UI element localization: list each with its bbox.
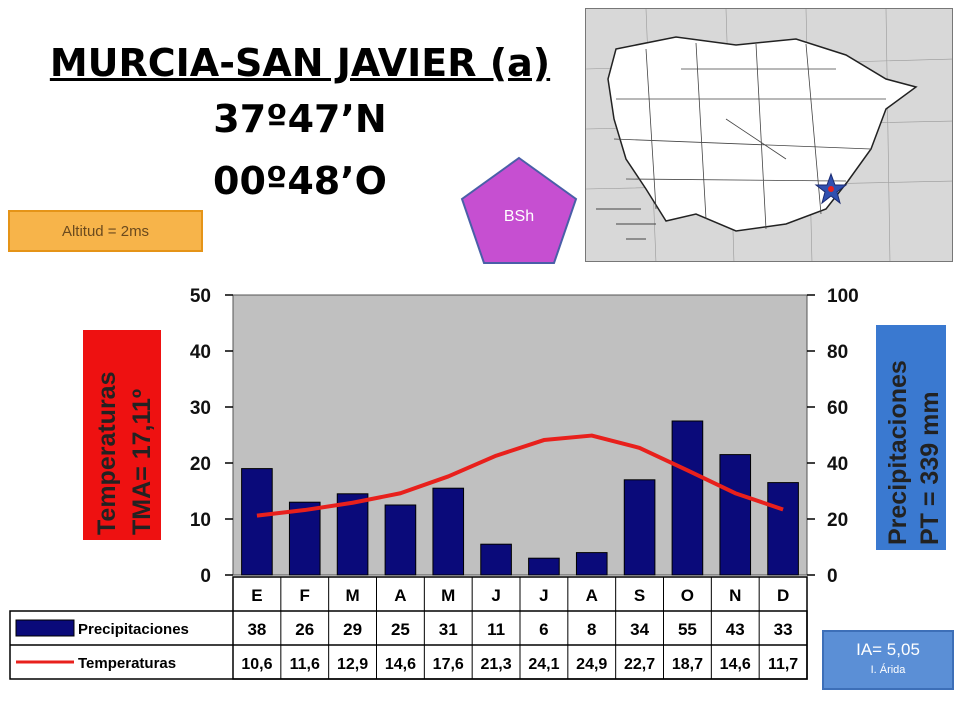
left-tick-label: 0 xyxy=(200,566,211,587)
altitude-box: Altitud = 2ms xyxy=(8,210,203,252)
station-header: MURCIA-SAN JAVIER (a) 37º47’N 00º48’O xyxy=(40,38,560,212)
precip-value: 6 xyxy=(539,620,548,639)
iberia-map-image xyxy=(586,9,952,261)
precip-bar xyxy=(384,504,417,576)
left-tick-label: 20 xyxy=(190,454,211,475)
precip-value: 38 xyxy=(247,620,266,639)
precip-bar xyxy=(241,468,273,576)
climate-pentagon xyxy=(460,156,578,264)
month-label: A xyxy=(586,586,598,605)
precip-value: 25 xyxy=(391,620,410,639)
aridity-class: I. Árida xyxy=(870,664,906,676)
temp-value: 11,6 xyxy=(290,656,320,673)
left-tick-label: 30 xyxy=(190,398,211,419)
temp-value: 24,9 xyxy=(576,656,607,673)
temp-value: 24,1 xyxy=(528,656,559,673)
left-tick-label: 10 xyxy=(190,510,211,531)
left-tick-label: 50 xyxy=(190,286,211,307)
right-tick-label: 0 xyxy=(827,566,838,587)
precip-value: 34 xyxy=(630,620,649,639)
temp-value: 14,6 xyxy=(385,656,416,673)
month-label: M xyxy=(345,586,359,605)
right-tick-label: 60 xyxy=(827,398,848,419)
precip-bar xyxy=(528,557,560,576)
precip-value: 8 xyxy=(587,620,596,639)
tma-label: TMA= 17,11º xyxy=(128,389,156,535)
precip-value: 55 xyxy=(678,620,697,639)
precip-value: 29 xyxy=(343,620,362,639)
precip-axis-label-bg xyxy=(876,325,946,550)
plot-area xyxy=(232,294,808,576)
precip-value: 43 xyxy=(726,620,745,639)
latitude: 37º47’N xyxy=(213,97,387,141)
precip-bar xyxy=(336,493,369,576)
precip-value: 26 xyxy=(295,620,314,639)
legend-temp: Temperaturas xyxy=(78,655,176,672)
temp-value: 14,6 xyxy=(720,656,751,673)
left-tick-label: 40 xyxy=(190,342,211,363)
longitude: 00º48’O xyxy=(213,159,387,203)
temp-value: 18,7 xyxy=(672,656,703,673)
right-tick-label: 40 xyxy=(827,454,848,475)
location-map xyxy=(585,8,953,262)
legend-bar-swatch xyxy=(15,619,75,637)
temp-line xyxy=(256,433,784,518)
precip-value: 33 xyxy=(774,620,793,639)
precip-bar xyxy=(767,482,799,576)
temp-axis-label-bg xyxy=(83,330,161,540)
precip-bar xyxy=(480,543,512,576)
precip-bar xyxy=(432,487,465,576)
precip-bar xyxy=(671,420,704,576)
temp-value: 21,3 xyxy=(481,656,512,673)
aridity-index: IA= 5,05 xyxy=(856,640,920,659)
temp-value: 12,9 xyxy=(337,656,368,673)
right-tick-label: 20 xyxy=(827,510,848,531)
month-label: J xyxy=(539,586,548,605)
month-label: F xyxy=(300,586,310,605)
month-label: J xyxy=(491,586,500,605)
precip-value: 11 xyxy=(487,620,505,639)
precip-bar xyxy=(623,479,656,576)
right-tick-label: 100 xyxy=(827,286,859,307)
precip-value: 31 xyxy=(439,620,458,639)
precip-bar xyxy=(719,454,752,576)
legend-precip: Precipitaciones xyxy=(78,621,189,638)
climate-code: BSh xyxy=(503,208,535,225)
month-label: D xyxy=(777,586,789,605)
temp-value: 11,7 xyxy=(768,656,798,673)
precip-axis-label: Precipitaciones xyxy=(884,360,912,545)
temp-value: 17,6 xyxy=(433,656,464,673)
pt-label: PT = 339 mm xyxy=(916,391,944,545)
right-tick-label: 80 xyxy=(827,342,848,363)
month-label: O xyxy=(681,586,694,605)
precip-bar xyxy=(575,552,608,576)
temp-value: 10,6 xyxy=(241,656,272,673)
station-name: MURCIA-SAN JAVIER (a) xyxy=(49,41,551,85)
month-label: N xyxy=(729,586,741,605)
temp-value: 22,7 xyxy=(624,656,655,673)
temp-axis-label: Temperaturas xyxy=(93,372,121,536)
month-label: E xyxy=(251,586,262,605)
month-label: A xyxy=(394,586,406,605)
month-label: S xyxy=(634,586,645,605)
precip-bar xyxy=(288,501,321,576)
month-label: M xyxy=(441,586,455,605)
aridity-box: IA= 5,05 I. Árida xyxy=(822,630,954,690)
